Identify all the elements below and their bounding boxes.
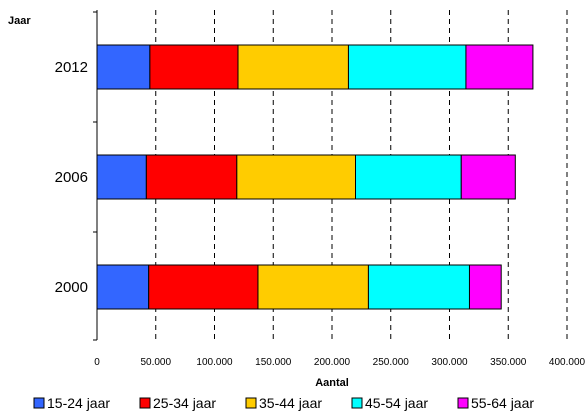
axes (93, 10, 98, 341)
legend-item: 15-24 jaar (33, 395, 110, 411)
x-tick-label: 350.000 (490, 357, 527, 368)
bar-2000-25-34-jaar (148, 264, 259, 310)
x-axis-title: Aantal (315, 377, 349, 389)
legend-swatch (139, 397, 151, 409)
bar-2000-35-44-jaar (257, 264, 369, 310)
y-axis-title: Jaar (8, 15, 31, 27)
bars (96, 44, 534, 310)
bar-2006-35-44-jaar (236, 154, 356, 200)
bar-2000-55-64-jaar (468, 264, 502, 310)
x-tick-label: 50.000 (140, 357, 171, 368)
bar-2012-35-44-jaar (237, 44, 349, 90)
x-tick-label: 200.000 (314, 357, 351, 368)
bar-2012-55-64-jaar (465, 44, 534, 90)
bar-2006-15-24-jaar (96, 154, 147, 200)
bar-2006-45-54-jaar (355, 154, 462, 200)
legend-swatch (33, 397, 45, 409)
x-tick-label: 300.000 (431, 357, 468, 368)
legend-item: 35-44 jaar (245, 395, 322, 411)
legend-label: 15-24 jaar (47, 395, 110, 411)
bar-2000-15-24-jaar (96, 264, 150, 310)
legend-item: 25-34 jaar (139, 395, 216, 411)
x-tick-label: 400.000 (549, 357, 586, 368)
legend-label: 55-64 jaar (471, 395, 534, 411)
bar-2006-25-34-jaar (145, 154, 238, 200)
legend: 15-24 jaar 25-34 jaar 35-44 jaar 45-54 jaar… (33, 395, 534, 411)
legend-swatch (351, 397, 363, 409)
y-tick-label: 2000 (55, 279, 88, 296)
x-tick-label: 250.000 (373, 357, 410, 368)
x-tick-label: 150.000 (255, 357, 292, 368)
bar-2000-45-54-jaar (367, 264, 470, 310)
bar-2012-15-24-jaar (96, 44, 151, 90)
bar-2012-45-54-jaar (347, 44, 467, 90)
legend-swatch (245, 397, 257, 409)
x-tick-labels: 0 50.000 100.000 150.000 200.000 250.000 300.0… (94, 357, 585, 368)
legend-item: 55-64 jaar (457, 395, 534, 411)
x-tick-label: 100.000 (196, 357, 233, 368)
legend-label: 45-54 jaar (365, 395, 428, 411)
legend-label: 35-44 jaar (259, 395, 322, 411)
x-tick-label: 0 (94, 357, 100, 368)
y-tick-label: 2006 (55, 169, 88, 186)
y-tick-labels: 2012 2006 2000 (55, 59, 88, 296)
bar-2006-55-64-jaar (460, 154, 516, 200)
legend-item: 45-54 jaar (351, 395, 428, 411)
legend-label: 25-34 jaar (153, 395, 216, 411)
bar-2012-25-34-jaar (149, 44, 239, 90)
y-tick-label: 2012 (55, 59, 88, 76)
legend-swatch (457, 397, 469, 409)
